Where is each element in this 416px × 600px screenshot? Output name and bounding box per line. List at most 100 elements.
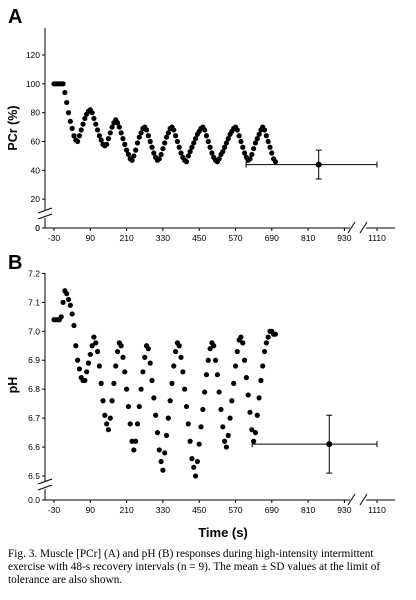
data-point bbox=[185, 153, 191, 159]
data-point bbox=[162, 450, 168, 456]
data-point bbox=[96, 133, 102, 139]
data-point bbox=[118, 130, 124, 136]
data-point bbox=[129, 157, 135, 163]
data-point bbox=[147, 138, 153, 145]
x-tick-label: 210 bbox=[120, 233, 134, 243]
x-tick-label: 690 bbox=[265, 505, 279, 515]
mean-point bbox=[326, 441, 333, 448]
data-point bbox=[252, 140, 259, 146]
data-point bbox=[65, 296, 72, 303]
data-point bbox=[140, 369, 146, 375]
data-point bbox=[107, 130, 113, 136]
data-point bbox=[131, 447, 137, 453]
data-point bbox=[269, 150, 275, 156]
x-tick-label: 690 bbox=[265, 233, 279, 243]
data-point bbox=[138, 386, 144, 392]
data-point bbox=[167, 398, 173, 404]
data-point bbox=[247, 409, 253, 415]
data-point bbox=[163, 134, 170, 140]
data-point bbox=[183, 159, 190, 165]
data-point bbox=[138, 130, 144, 136]
x-axis-break-mark bbox=[347, 221, 356, 234]
data-point bbox=[249, 427, 255, 433]
data-point bbox=[165, 415, 171, 421]
data-point bbox=[223, 140, 230, 146]
data-point bbox=[145, 133, 151, 139]
data-point bbox=[160, 467, 166, 473]
data-point bbox=[254, 136, 260, 142]
data-point bbox=[104, 141, 110, 147]
data-point bbox=[218, 406, 224, 413]
data-point bbox=[87, 351, 93, 358]
data-point bbox=[114, 348, 121, 355]
data-point bbox=[71, 133, 77, 139]
data-point bbox=[82, 377, 88, 384]
data-point bbox=[60, 299, 66, 305]
data-point bbox=[267, 144, 273, 150]
x-tick-label: 1110 bbox=[368, 233, 386, 243]
data-point bbox=[134, 421, 141, 427]
data-point bbox=[187, 438, 193, 444]
data-point bbox=[174, 138, 181, 145]
data-point bbox=[200, 406, 206, 413]
data-point bbox=[156, 156, 162, 162]
data-point bbox=[214, 372, 220, 378]
data-point bbox=[147, 360, 153, 366]
data-point bbox=[243, 375, 249, 381]
y-tick-label: 40 bbox=[31, 165, 41, 175]
data-point bbox=[116, 124, 122, 130]
y-tick-label: 6.9 bbox=[28, 355, 40, 365]
y-tick-label: 0.0 bbox=[28, 495, 40, 505]
data-point bbox=[212, 357, 219, 363]
data-point bbox=[76, 366, 83, 372]
data-point bbox=[91, 334, 97, 340]
data-point bbox=[78, 127, 84, 133]
data-point bbox=[205, 138, 211, 145]
y-tick-label: 7.2 bbox=[28, 268, 40, 278]
data-point bbox=[113, 363, 119, 369]
data-point bbox=[149, 377, 155, 384]
data-point bbox=[225, 432, 231, 439]
data-point bbox=[256, 395, 262, 401]
data-point bbox=[227, 415, 233, 421]
data-point bbox=[158, 151, 164, 158]
data-point bbox=[69, 311, 75, 317]
data-point bbox=[111, 380, 117, 386]
x-tick-label: 210 bbox=[120, 505, 134, 515]
x-tick-label: 570 bbox=[228, 505, 242, 515]
data-point bbox=[114, 120, 121, 126]
x-tick-label: 330 bbox=[156, 233, 170, 243]
data-point bbox=[203, 133, 210, 139]
data-point bbox=[125, 151, 132, 158]
x-tick-label: 930 bbox=[337, 505, 351, 515]
y-axis-break-mark bbox=[37, 213, 53, 220]
data-point bbox=[142, 354, 148, 360]
data-point bbox=[173, 133, 179, 139]
data-point bbox=[133, 438, 139, 444]
x-tick-label: 450 bbox=[192, 505, 206, 515]
data-point bbox=[131, 153, 137, 159]
x-tick-label: 330 bbox=[156, 505, 170, 515]
data-point bbox=[220, 148, 226, 155]
data-point bbox=[185, 421, 191, 427]
data-point bbox=[261, 127, 268, 133]
data-point bbox=[143, 127, 150, 133]
data-point bbox=[178, 354, 184, 360]
data-point bbox=[236, 133, 242, 139]
data-point bbox=[125, 403, 132, 410]
data-point bbox=[94, 348, 101, 355]
y-tick-label: 100 bbox=[26, 79, 40, 89]
data-point bbox=[189, 144, 195, 150]
data-point bbox=[222, 144, 228, 150]
data-point bbox=[272, 331, 279, 337]
data-point bbox=[91, 115, 97, 122]
data-point bbox=[247, 156, 253, 162]
data-point bbox=[216, 156, 222, 162]
data-point bbox=[265, 138, 271, 145]
data-point bbox=[64, 291, 70, 297]
data-point bbox=[82, 115, 88, 122]
data-point bbox=[256, 131, 262, 137]
data-point bbox=[109, 398, 115, 404]
data-point bbox=[105, 427, 112, 433]
